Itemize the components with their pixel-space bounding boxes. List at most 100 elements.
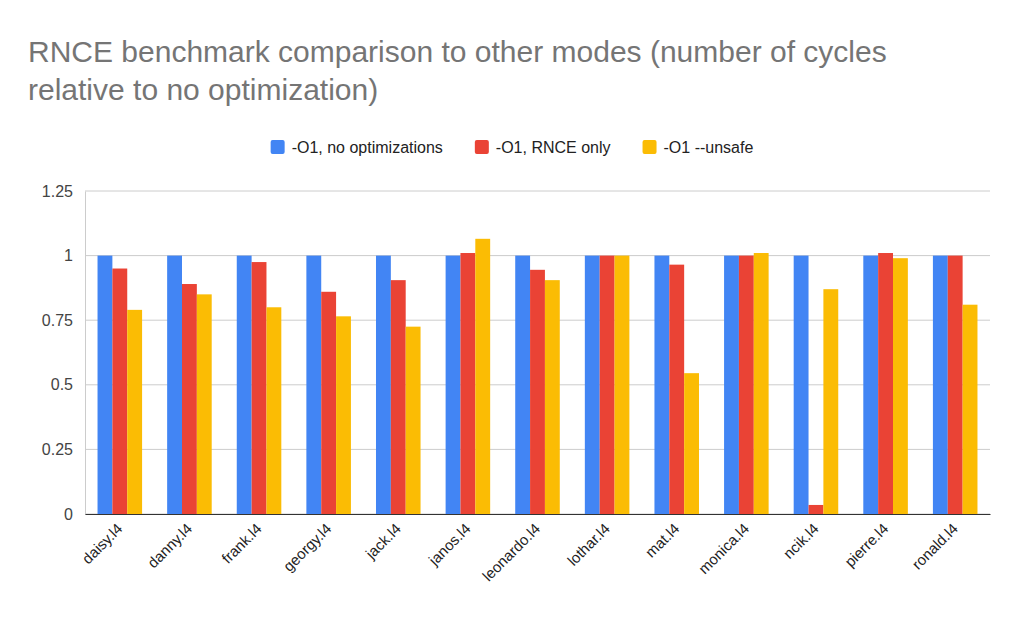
bar (878, 253, 893, 514)
x-tick: pierre.l4 (841, 520, 891, 570)
bar (684, 373, 699, 514)
x-tick-label: ronald.l4 (908, 520, 961, 573)
x-tick: leonardo.l4 (479, 520, 544, 585)
bar (446, 256, 461, 514)
x-tick-label: monica.l4 (695, 520, 752, 577)
x-axis-line (86, 514, 991, 515)
bar (182, 284, 197, 514)
bar (963, 305, 978, 514)
legend-item: -O1, RNCE only (475, 139, 611, 156)
y-tick-label: 0 (64, 506, 73, 523)
chart: RNCE benchmark comparison to other modes… (0, 0, 1024, 633)
x-tick-label: daisy.l4 (78, 520, 125, 567)
bar (127, 310, 142, 514)
y-axis: 0 0.25 0.5 0.75 1 1.25 (42, 183, 86, 523)
legend-swatch (643, 140, 657, 154)
title-line: RNCE benchmark comparison to other modes… (28, 35, 895, 68)
bar (794, 256, 809, 514)
y-tick-label: 1.25 (42, 183, 73, 200)
bar (933, 256, 948, 514)
title-line: relative to no optimization) (28, 73, 378, 106)
x-tick: georgy.l4 (280, 520, 335, 575)
bar (266, 307, 281, 514)
x-tick-label: ncik.l4 (780, 520, 822, 562)
x-axis: daisy.l4 danny.l4 frank.l4 georgy.l4 jack.l4… (78, 515, 990, 585)
y-tick-label: 0.75 (42, 312, 73, 329)
bar (585, 256, 600, 514)
bar (654, 256, 669, 514)
y-tick: 0.25 (42, 441, 85, 458)
bar (669, 265, 684, 514)
legend-item: -O1 --unsafe (643, 139, 754, 156)
bar (98, 256, 113, 514)
x-tick-label: leonardo.l4 (479, 520, 544, 585)
bar (948, 256, 963, 514)
bar (754, 253, 769, 514)
x-tick: lothar.l4 (564, 520, 613, 569)
legend-label: -O1, RNCE only (496, 139, 611, 156)
y-tick: 1 (64, 247, 85, 264)
x-tick-label: mat.l4 (642, 520, 683, 561)
bar (336, 316, 351, 514)
grid-line (85, 191, 990, 192)
legend-swatch (271, 140, 285, 154)
bar (306, 256, 321, 514)
legend-label: -O1, no optimizations (292, 139, 443, 156)
bar (724, 256, 739, 514)
x-tick: frank.l4 (218, 520, 265, 567)
x-tick: daisy.l4 (78, 520, 125, 567)
bar (167, 256, 182, 514)
x-tick: danny.l4 (144, 520, 195, 571)
bar (197, 294, 212, 514)
background (0, 0, 1024, 633)
bar (475, 239, 490, 514)
x-tick: jack.l4 (361, 520, 404, 563)
bar (600, 256, 615, 514)
x-tick-label: danny.l4 (144, 520, 195, 571)
x-tick: mat.l4 (642, 520, 683, 561)
x-tick-label: pierre.l4 (841, 520, 891, 570)
bar (893, 258, 908, 514)
x-tick: ncik.l4 (780, 520, 822, 562)
y-tick: 0 (64, 506, 85, 523)
y-tick: 0.75 (42, 312, 85, 329)
bar (237, 256, 252, 514)
title: RNCE benchmark comparison to other modes… (28, 35, 895, 106)
x-tick-label: lothar.l4 (564, 520, 613, 569)
x-tick: ronald.l4 (908, 520, 961, 573)
legend: -O1, no optimizations -O1, RNCE only -O1 -… (271, 139, 754, 156)
bar (823, 289, 838, 514)
bar (809, 505, 824, 514)
legend-label: -O1 --unsafe (664, 139, 754, 156)
legend-swatch (475, 140, 489, 154)
x-tick-label: janos.l4 (424, 520, 473, 569)
bars (98, 239, 978, 514)
y-tick-label: 0.5 (51, 376, 73, 393)
bar (376, 256, 391, 514)
bar (530, 270, 545, 514)
bar (545, 280, 560, 514)
x-tick: janos.l4 (424, 520, 473, 569)
legend-item: -O1, no optimizations (271, 139, 443, 156)
bar (515, 256, 530, 514)
bar (252, 262, 267, 514)
y-tick: 1.25 (42, 183, 85, 200)
bar (615, 256, 630, 514)
bar (739, 256, 754, 514)
x-tick: monica.l4 (695, 520, 752, 577)
grid-line (85, 255, 990, 256)
y-axis-line (85, 192, 86, 515)
bar (112, 269, 127, 514)
y-tick: 0.5 (51, 376, 85, 393)
bar (863, 256, 878, 514)
bar (460, 253, 475, 514)
x-tick-label: jack.l4 (361, 520, 404, 563)
bar (406, 327, 421, 514)
y-tick-label: 1 (64, 247, 73, 264)
bar (321, 292, 336, 514)
grid (85, 191, 990, 514)
x-tick-label: georgy.l4 (280, 520, 335, 575)
bar (391, 280, 406, 514)
y-tick-label: 0.25 (42, 441, 73, 458)
x-tick-label: frank.l4 (218, 520, 265, 567)
